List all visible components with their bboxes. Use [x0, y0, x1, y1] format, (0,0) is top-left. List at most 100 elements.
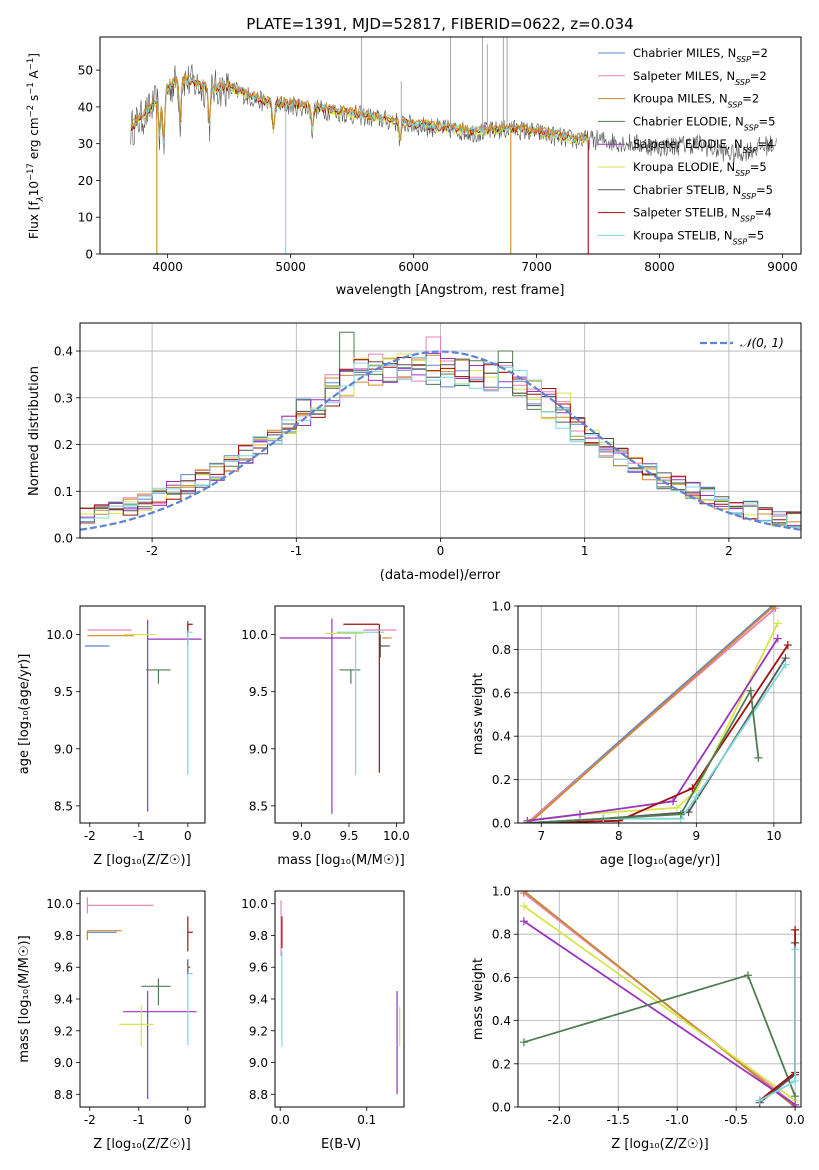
series-marker [692, 792, 701, 801]
y-tick-label: 9.8 [249, 929, 268, 943]
spectrum-panel: 4000 5000 6000 7000 8000 9000 0 10 20 30 40 50 Chabr… [26, 36, 802, 298]
y-tick-label: 0.2 [492, 773, 511, 787]
axes-frame [517, 890, 802, 1108]
y-tick-label: 0.0 [492, 1101, 511, 1115]
x-tick-label: 10.0 [383, 829, 410, 843]
series-marker [773, 619, 782, 628]
x-tick-label: -2.0 [548, 1113, 571, 1127]
x-tick-label: 0 [437, 544, 445, 558]
axes-frame [274, 605, 405, 824]
y-tick-label: 10 [78, 211, 93, 225]
x-tick-label: -1 [133, 1113, 145, 1127]
x-axis-label: (data-model)/error [380, 568, 501, 583]
y-axis-label: mass weight [471, 958, 486, 1040]
y-tick-label: 0.4 [54, 345, 73, 359]
series-marker [783, 641, 792, 650]
x-tick-label: -0.5 [724, 1113, 747, 1127]
y-tick-label: 9.2 [54, 1024, 73, 1038]
series-marker [769, 606, 778, 610]
legend-entry: Chabrier MILES, NSSP=2 [633, 46, 768, 64]
series-line-salpeter_stelib [759, 929, 796, 1102]
x-tick-label: 0.0 [271, 1113, 290, 1127]
histogram-salpeter_elodie [80, 352, 801, 526]
x-tick-label: 6000 [398, 260, 429, 274]
axes-frame [79, 605, 206, 824]
y-tick-label: 9.5 [54, 685, 73, 699]
legend-entry: Salpeter MILES, NSSP=2 [633, 69, 767, 87]
series-marker [791, 1077, 800, 1086]
x-tick-label: 10 [766, 829, 781, 843]
series-marker [519, 891, 528, 895]
series-line-salpeter_elodie [527, 638, 779, 822]
y-tick-label: 9.0 [54, 1056, 73, 1070]
x-tick-label: 9 [693, 829, 701, 843]
series-marker [576, 810, 585, 819]
series-line-salpeter_stelib [527, 644, 789, 823]
plot-area [86, 897, 197, 1100]
plot-area [80, 331, 801, 531]
series-marker [754, 753, 763, 762]
series-marker [746, 686, 755, 695]
y-tick-label: 1.0 [492, 885, 511, 899]
gaussian-curve [80, 350, 801, 531]
y-tick-label: 9.4 [54, 993, 73, 1007]
series-marker [791, 925, 800, 934]
legend-entry: Kroupa MILES, NSSP=2 [633, 92, 759, 110]
series-marker [523, 819, 532, 823]
legend-entry: 𝒩(0, 1) [740, 336, 784, 350]
x-tick-label: -1.5 [607, 1113, 630, 1127]
legend-entry: Salpeter STELIB, NSSP=4 [633, 206, 772, 224]
age-vs-metallicity-panel: -2 -1 0 8.5 9.0 9.5 10.0 Z [log₁₀(Z/Z☉)] age [lo… [17, 605, 206, 868]
series-marker [519, 1038, 528, 1047]
y-tick-label: 8.5 [249, 799, 268, 813]
y-tick-label: 9.6 [54, 961, 73, 975]
age-vs-mass-panel: 9.0 9.5 10.0 8.5 9.0 9.5 10.0 mass [log₁₀(M/M☉)… [241, 605, 410, 868]
histogram-salpeter_stelib [80, 357, 801, 521]
x-axis-label: Z [log₁₀(Z/Z☉)] [93, 853, 190, 868]
mass-weight-vs-age-panel: 7 8 9 10 0.0 0.2 0.4 0.6 0.8 1.0 age [log₁₀(age/yr… [471, 600, 802, 868]
series-marker [519, 917, 528, 926]
y-tick-label: 30 [78, 137, 93, 151]
x-tick-label: 9.5 [339, 829, 358, 843]
y-tick-label: 0 [85, 248, 93, 262]
series-marker [672, 803, 681, 812]
axes-frame [274, 890, 405, 1108]
legend-entry: Chabrier ELODIE, NSSP=5 [633, 114, 775, 131]
y-tick-label: 0.0 [54, 532, 73, 546]
x-tick-label: 9000 [767, 260, 798, 274]
y-tick-label: 8.5 [54, 799, 73, 813]
plot-area [84, 619, 202, 812]
series-line-salpeter_elodie [523, 920, 796, 1106]
x-tick-label: 7 [537, 829, 545, 843]
x-tick-label: -1 [290, 544, 302, 558]
y-tick-label: 50 [78, 64, 93, 78]
y-tick-label: 0.8 [492, 928, 511, 942]
x-tick-label: -1.0 [665, 1113, 688, 1127]
y-tick-label: 9.0 [249, 742, 268, 756]
legend-entry: Kroupa STELIB, NSSP=5 [633, 228, 764, 246]
x-tick-label: 0.0 [786, 1113, 805, 1127]
series-marker [791, 1100, 800, 1107]
x-tick-label: -2 [84, 1113, 96, 1127]
legend-entry: Chabrier STELIB, NSSP=5 [633, 183, 773, 201]
series-marker [676, 810, 685, 819]
legend-entry: Kroupa ELODIE, NSSP=5 [633, 160, 767, 178]
y-tick-label: 9.5 [249, 685, 268, 699]
y-tick-label: 9.4 [249, 993, 268, 1007]
y-tick-label: 0.6 [492, 686, 511, 700]
x-axis-label: wavelength [Angstrom, rest frame] [336, 283, 565, 298]
mass-vs-metallicity-panel: -2 -1 0 8.8 9.0 9.2 9.4 9.6 9.8 10.0 Z [log₁₀(Z/Z☉… [17, 890, 206, 1152]
series-marker [781, 660, 790, 669]
series-marker [669, 797, 678, 806]
plot-area [519, 891, 800, 1107]
series-line-kroupa_elodie [523, 905, 796, 1102]
x-tick-label: -1 [133, 829, 145, 843]
x-tick-label: 8 [615, 829, 623, 843]
series-line-kroupa_miles [529, 606, 775, 823]
series-marker [519, 902, 528, 911]
y-tick-label: 0.2 [492, 1057, 511, 1071]
x-tick-label: 5000 [275, 260, 306, 274]
x-axis-label: Z [log₁₀(Z/Z☉)] [611, 1137, 708, 1152]
y-tick-label: 8.8 [54, 1088, 73, 1102]
x-tick-label: 8000 [644, 260, 675, 274]
